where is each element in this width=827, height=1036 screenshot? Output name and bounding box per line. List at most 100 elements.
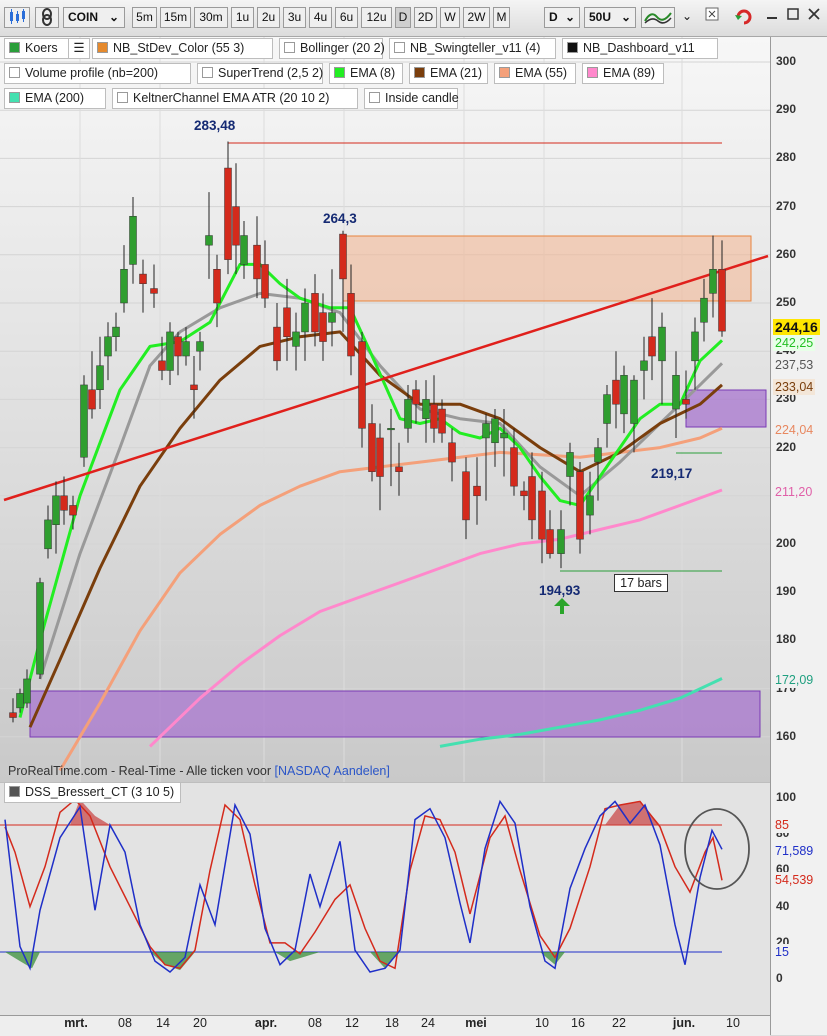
chip-ema-8[interactable]: EMA (8) (329, 63, 403, 84)
close-icon[interactable] (805, 7, 823, 28)
timeframe-2u-button[interactable]: 2u (257, 7, 280, 28)
up-arrow-icon (554, 598, 570, 614)
candle (557, 510, 565, 569)
candle (60, 476, 68, 525)
chip-ema-55[interactable]: EMA (55) (494, 63, 576, 84)
chip-ema-89[interactable]: EMA (89) (582, 63, 664, 84)
timeframe-30m-button[interactable]: 30m (194, 7, 228, 28)
candle (319, 293, 327, 361)
symbol-select[interactable]: COIN ⌄ (63, 7, 125, 28)
candle (430, 375, 438, 443)
chip-volume-profile-nb-200[interactable]: Volume profile (nb=200) (4, 63, 191, 84)
oscillator-tick: 40 (776, 898, 790, 913)
annotation-high-1: 283,48 (194, 118, 236, 133)
chip-label: EMA (8) (350, 66, 396, 80)
timeframe-d-button[interactable]: D (395, 7, 411, 28)
candles-icon[interactable] (4, 7, 30, 28)
bbmid-line (38, 291, 724, 680)
oscillator-panel[interactable] (0, 782, 770, 1015)
chip-nb-dashboard-v11[interactable]: NB_Dashboard_v11 (562, 38, 718, 59)
candle (273, 303, 281, 371)
candle (69, 495, 77, 530)
ema21-tag: 233,04 (773, 379, 816, 395)
chip-keltnerchannel-ema-atr-20-10-2[interactable]: KeltnerChannel EMA ATR (20 10 2) (112, 88, 358, 109)
list-icon[interactable]: ☰ (68, 38, 90, 59)
timeframe-4u-button[interactable]: 4u (309, 7, 332, 28)
indicator-icon[interactable] (641, 7, 675, 28)
toolbar: COIN ⌄ 5m 15m 30m 1u 2u 3u 4u 6u 12u D 2D W 2W M D ⌄ … (0, 0, 827, 37)
chip-supertrend-2-5-2[interactable]: SuperTrend (2,5 2) (197, 63, 323, 84)
dss-blue-value-tag: 71,589 (773, 843, 816, 859)
timeframe-1u-button[interactable]: 1u (231, 7, 254, 28)
time-tick: 08 (118, 1016, 132, 1030)
candle (104, 322, 112, 381)
swatch-icon (334, 67, 345, 78)
candle (462, 457, 470, 540)
candle (240, 221, 248, 279)
support-zone-lower (29, 690, 761, 738)
maximize-icon[interactable] (784, 7, 802, 28)
chip-bollinger-20-2[interactable]: Bollinger (20 2) (279, 38, 385, 59)
candle (603, 384, 611, 448)
candle (473, 457, 481, 525)
timeframe-2d-button[interactable]: 2D (414, 7, 437, 28)
candle (253, 216, 261, 299)
time-tick: jun. (672, 1016, 696, 1030)
period-select[interactable]: D ⌄ (544, 7, 580, 28)
candle (576, 462, 584, 554)
price-tick: 280 (776, 150, 797, 165)
swatch-icon (394, 42, 405, 53)
chip-label: NB_Swingteller_v11 (4) (410, 41, 541, 55)
timeframe-5m-button[interactable]: 5m (132, 7, 157, 28)
swatch-icon (117, 92, 128, 103)
timeframe-6u-button[interactable]: 6u (335, 7, 358, 28)
refresh-icon[interactable] (732, 7, 756, 28)
timeframe-2w-button[interactable]: 2W (463, 7, 490, 28)
bars-count-label: 17 bars (614, 574, 668, 592)
oscillator-fill (540, 952, 565, 965)
timeframe-12u-button[interactable]: 12u (361, 7, 392, 28)
chip-ema-200[interactable]: EMA (200) (4, 88, 106, 109)
candle (630, 375, 638, 453)
candle (368, 404, 376, 482)
oscillator-background (0, 782, 770, 1015)
chip-nb-stdev-color-55-3[interactable]: NB_StDev_Color (55 3) (92, 38, 273, 59)
time-tick: 10 (726, 1016, 740, 1030)
units-select[interactable]: 50U ⌄ (584, 7, 636, 28)
candle (586, 471, 594, 535)
chip-label: DSS_Bressert_CT (3 10 5) (25, 785, 175, 799)
candle (166, 322, 174, 385)
candle (224, 141, 232, 275)
link-icon[interactable] (35, 7, 59, 28)
timeframe-15m-button[interactable]: 15m (160, 7, 191, 28)
timeframe-m-button[interactable]: M (493, 7, 510, 28)
chip-inside-candle[interactable]: Inside candle (364, 88, 459, 109)
chevron-down-icon[interactable]: ⌄ (681, 9, 693, 23)
swatch-icon (587, 67, 598, 78)
candle (292, 312, 300, 371)
minimize-icon[interactable] (763, 7, 781, 28)
chip-dss-bressert[interactable]: DSS_Bressert_CT (3 10 5) (4, 782, 182, 803)
candle (422, 380, 430, 443)
candle (190, 356, 198, 419)
candle (150, 264, 158, 308)
close-small-icon[interactable] (703, 7, 721, 28)
candle (328, 269, 336, 347)
chip-ema-21[interactable]: EMA (21) (409, 63, 488, 84)
candle (672, 351, 680, 438)
price-chart[interactable] (0, 37, 770, 782)
timeframe-w-button[interactable]: W (440, 7, 460, 28)
source-text: ProRealTime.com - Real-Time - Alle ticke… (8, 764, 275, 778)
price-axis: 3002902802702602502402302202102001901801… (770, 37, 827, 1035)
time-tick: apr. (254, 1016, 278, 1030)
timeframe-3u-button[interactable]: 3u (283, 7, 306, 28)
chip-label: NB_Dashboard_v11 (583, 41, 695, 55)
candle (520, 481, 528, 511)
exchange-link[interactable]: [NASDAQ Aandelen] (274, 764, 390, 778)
price-tick: 290 (776, 102, 797, 117)
time-tick: 12 (345, 1016, 359, 1030)
chip-nb-swingteller-v11-4[interactable]: NB_Swingteller_v11 (4) (389, 38, 556, 59)
chip-label: KeltnerChannel EMA ATR (20 10 2) (133, 91, 330, 105)
time-tick: 16 (571, 1016, 585, 1030)
price-tick: 180 (776, 632, 797, 647)
